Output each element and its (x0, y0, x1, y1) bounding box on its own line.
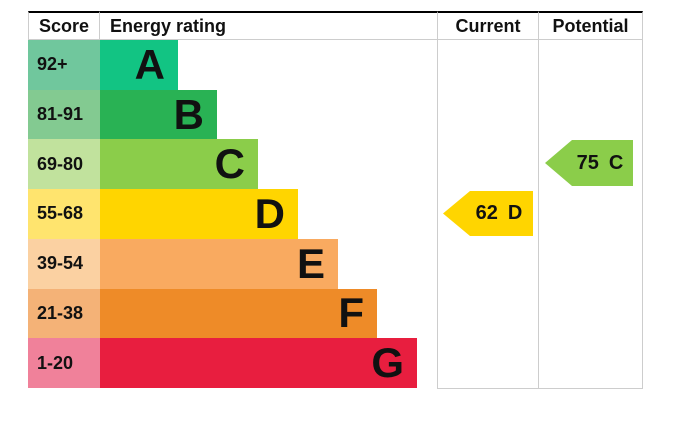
score-cell-e: 39-54 (28, 238, 100, 289)
score-cell-f: 21-38 (28, 288, 100, 339)
potential-rating-grade: C (608, 151, 624, 174)
header-potential: Potential (538, 11, 643, 40)
band-bar-f: F (100, 288, 377, 339)
grade-letter-e: E (296, 239, 325, 287)
band-row-d: 55-68 D (28, 189, 643, 239)
band-row-b: 81-91 B (28, 89, 643, 140)
score-range-e: 39-54 (37, 253, 84, 274)
header-score: Score (28, 11, 100, 40)
band-bar-a: A (100, 40, 178, 90)
current-rating-grade: D (507, 202, 523, 224)
score-cell-c: 69-80 (28, 139, 100, 190)
potential-rating-value: 75 (576, 151, 599, 174)
gridline-bottom (437, 388, 643, 389)
score-range-f: 21-38 (37, 302, 84, 323)
score-cell-d: 55-68 (28, 189, 100, 239)
band-bar-e: E (100, 238, 338, 289)
score-range-d: 55-68 (37, 203, 84, 224)
band-row-f: 21-38 F (28, 288, 643, 339)
grade-letter-b: B (173, 90, 204, 138)
score-range-a: 92+ (37, 54, 68, 75)
band-bar-g: G (100, 338, 417, 388)
band-row-a: 92+ A (28, 40, 643, 90)
band-row-g: 1-20 G (28, 338, 643, 388)
score-cell-b: 81-91 (28, 89, 100, 140)
grade-letter-f: F (338, 289, 364, 337)
header-potential-label: Potential (552, 15, 629, 36)
header-energy-rating-label: Energy rating (110, 15, 227, 36)
score-range-b: 81-91 (37, 104, 84, 125)
header-current: Current (437, 11, 538, 40)
score-cell-a: 92+ (28, 40, 100, 90)
gridline-right-edge (642, 40, 643, 388)
band-bar-b: B (100, 89, 217, 140)
gridline-current-left (437, 40, 438, 388)
header-score-label: Score (38, 15, 90, 36)
band-row-e: 39-54 E (28, 238, 643, 289)
current-rating-value: 62 (475, 202, 498, 224)
grade-letter-a: A (134, 40, 165, 88)
header-current-label: Current (455, 15, 521, 36)
header-energy-rating: Energy rating (100, 11, 437, 40)
score-cell-g: 1-20 (28, 338, 100, 388)
band-bar-d: D (100, 189, 298, 239)
band-bar-c: C (100, 139, 258, 190)
grade-letter-g: G (371, 339, 404, 387)
grade-letter-d: D (254, 189, 285, 237)
score-range-c: 69-80 (37, 153, 84, 174)
band-row-c: 69-80 C (28, 139, 643, 190)
gridline-potential-left (538, 40, 539, 388)
score-range-g: 1-20 (37, 352, 74, 373)
grade-letter-c: C (214, 140, 245, 188)
